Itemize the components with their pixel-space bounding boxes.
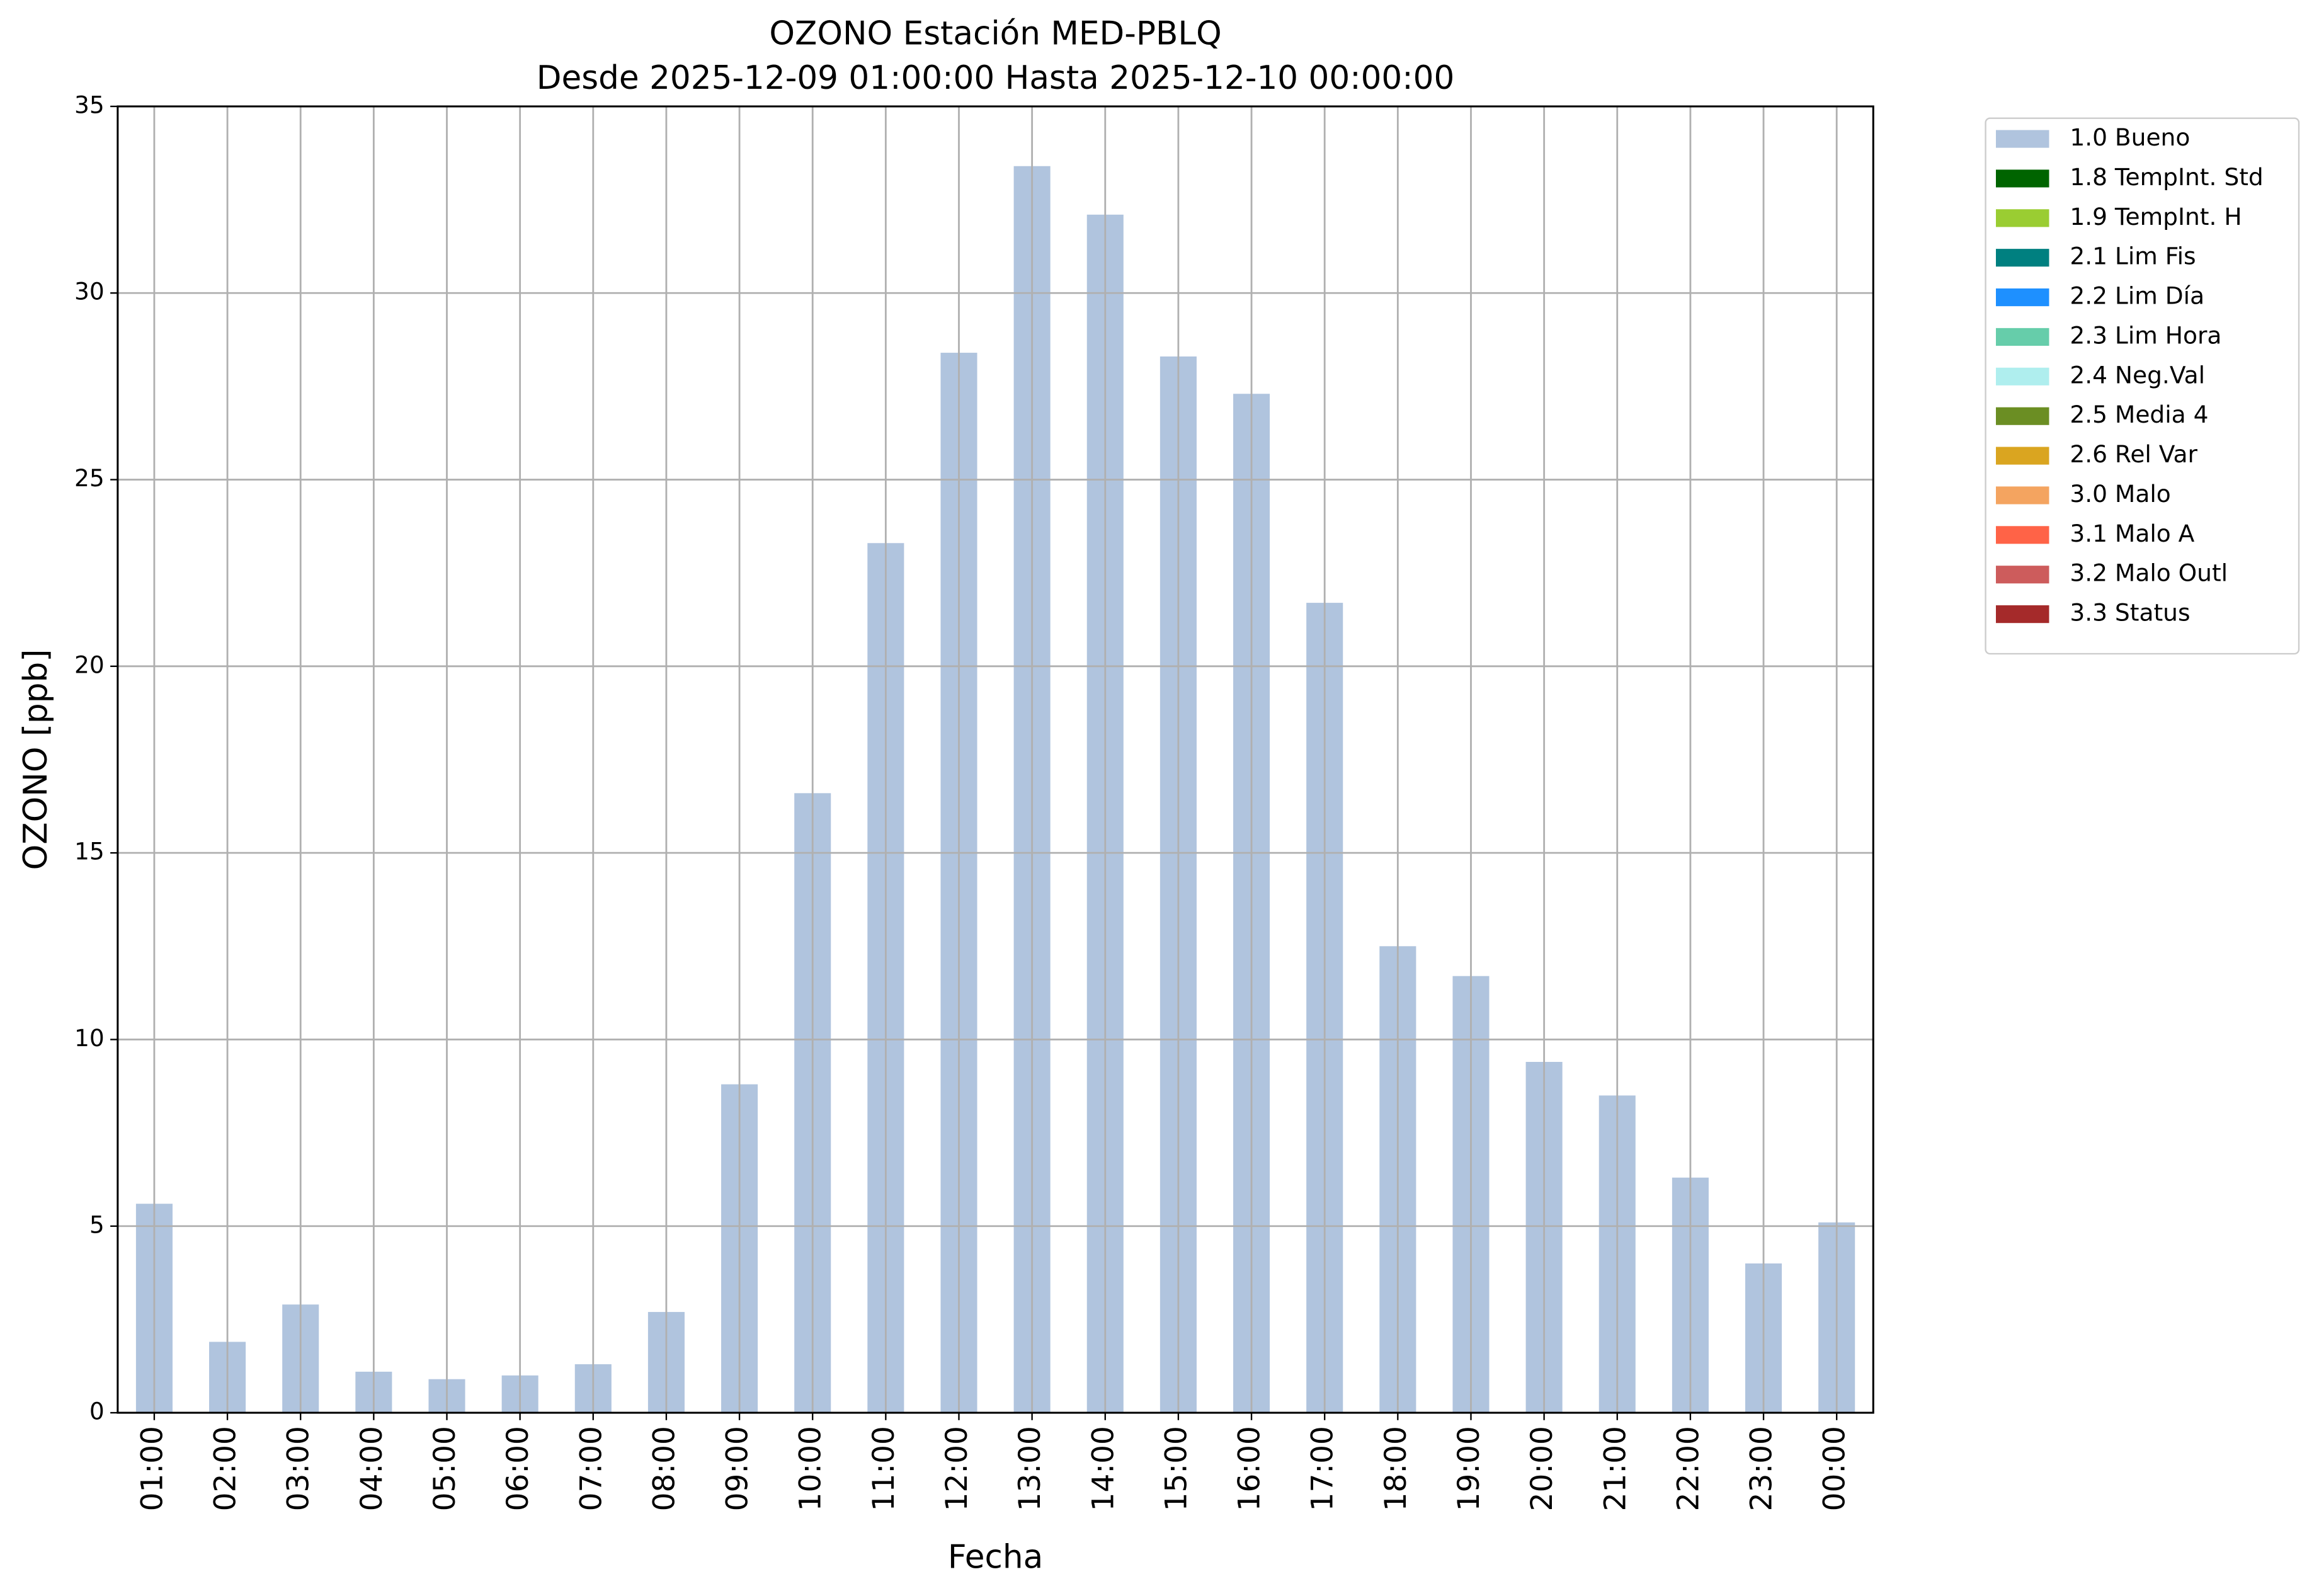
legend-label: 2.2 Lim Día xyxy=(2070,282,2204,310)
x-tick-label: 23:00 xyxy=(1745,1426,1779,1511)
legend-swatch xyxy=(1996,486,2049,504)
legend-label: 3.1 Malo A xyxy=(2070,520,2194,547)
x-tick-label: 04:00 xyxy=(355,1426,389,1511)
x-tick-label: 08:00 xyxy=(647,1426,681,1511)
legend-swatch xyxy=(1996,209,2049,227)
x-tick-label: 00:00 xyxy=(1818,1426,1852,1511)
y-tick-label: 15 xyxy=(74,838,105,865)
x-tick-label: 13:00 xyxy=(1013,1426,1047,1511)
chart-subtitle: Desde 2025-12-09 01:00:00 Hasta 2025-12-… xyxy=(537,59,1455,97)
plot-frame xyxy=(117,105,1874,1414)
x-axis-label: Fecha xyxy=(948,1538,1043,1576)
legend-swatch xyxy=(1996,130,2049,148)
legend-box xyxy=(1985,117,2300,655)
legend-label: 2.3 Lim Hora xyxy=(2070,321,2221,349)
legend-label: 3.2 Malo Outl xyxy=(2070,559,2228,587)
x-tick-label: 01:00 xyxy=(135,1426,169,1511)
x-tick-label: 03:00 xyxy=(282,1426,316,1511)
x-tick-label: 10:00 xyxy=(794,1426,828,1511)
legend-swatch xyxy=(1996,367,2049,385)
legend-label: 1.9 TempInt. H xyxy=(2070,203,2242,231)
x-tick-label: 07:00 xyxy=(574,1426,608,1511)
y-tick-label: 20 xyxy=(74,651,105,678)
x-tick-label: 15:00 xyxy=(1159,1426,1194,1511)
y-tick-label: 0 xyxy=(89,1398,105,1425)
legend-label: 1.8 TempInt. Std xyxy=(2070,163,2263,191)
x-tick-label: 11:00 xyxy=(867,1426,901,1511)
y-tick-label: 25 xyxy=(74,464,105,492)
x-tick-label: 05:00 xyxy=(428,1426,462,1511)
y-tick-label: 35 xyxy=(74,91,105,118)
y-tick-label: 10 xyxy=(74,1024,105,1052)
legend-label: 2.4 Neg.Val xyxy=(2070,361,2205,389)
x-tick-label: 09:00 xyxy=(721,1426,755,1511)
legend-swatch xyxy=(1996,407,2049,425)
legend-label: 3.0 Malo xyxy=(2070,480,2170,508)
legend-label: 2.1 Lim Fis xyxy=(2070,242,2196,270)
x-tick-label: 02:00 xyxy=(208,1426,243,1511)
x-tick-label: 14:00 xyxy=(1086,1426,1120,1511)
y-axis-label: OZONO [ppb] xyxy=(17,649,55,870)
legend-swatch xyxy=(1996,566,2049,584)
x-tick-label: 12:00 xyxy=(940,1426,974,1511)
legend-swatch xyxy=(1996,328,2049,346)
legend-swatch xyxy=(1996,605,2049,624)
y-tick-label: 5 xyxy=(89,1211,105,1238)
legend-swatch xyxy=(1996,249,2049,267)
legend-swatch xyxy=(1996,169,2049,188)
chart-title: OZONO Estación MED-PBLQ xyxy=(769,14,1221,52)
x-tick-label: 21:00 xyxy=(1598,1426,1632,1511)
y-tick-label: 30 xyxy=(74,278,105,305)
legend-swatch xyxy=(1996,447,2049,465)
legend-swatch xyxy=(1996,526,2049,544)
x-tick-label: 16:00 xyxy=(1233,1426,1267,1511)
x-tick-label: 06:00 xyxy=(501,1426,535,1511)
x-tick-label: 20:00 xyxy=(1525,1426,1559,1511)
legend-swatch xyxy=(1996,288,2049,307)
x-tick-label: 22:00 xyxy=(1671,1426,1706,1511)
legend-label: 2.5 Media 4 xyxy=(2070,401,2208,428)
x-tick-label: 18:00 xyxy=(1379,1426,1413,1511)
legend-label: 3.3 Status xyxy=(2070,599,2190,627)
legend-label: 2.6 Rel Var xyxy=(2070,440,2197,468)
x-tick-label: 17:00 xyxy=(1306,1426,1340,1511)
legend-label: 1.0 Bueno xyxy=(2070,123,2190,151)
x-tick-label: 19:00 xyxy=(1452,1426,1486,1511)
